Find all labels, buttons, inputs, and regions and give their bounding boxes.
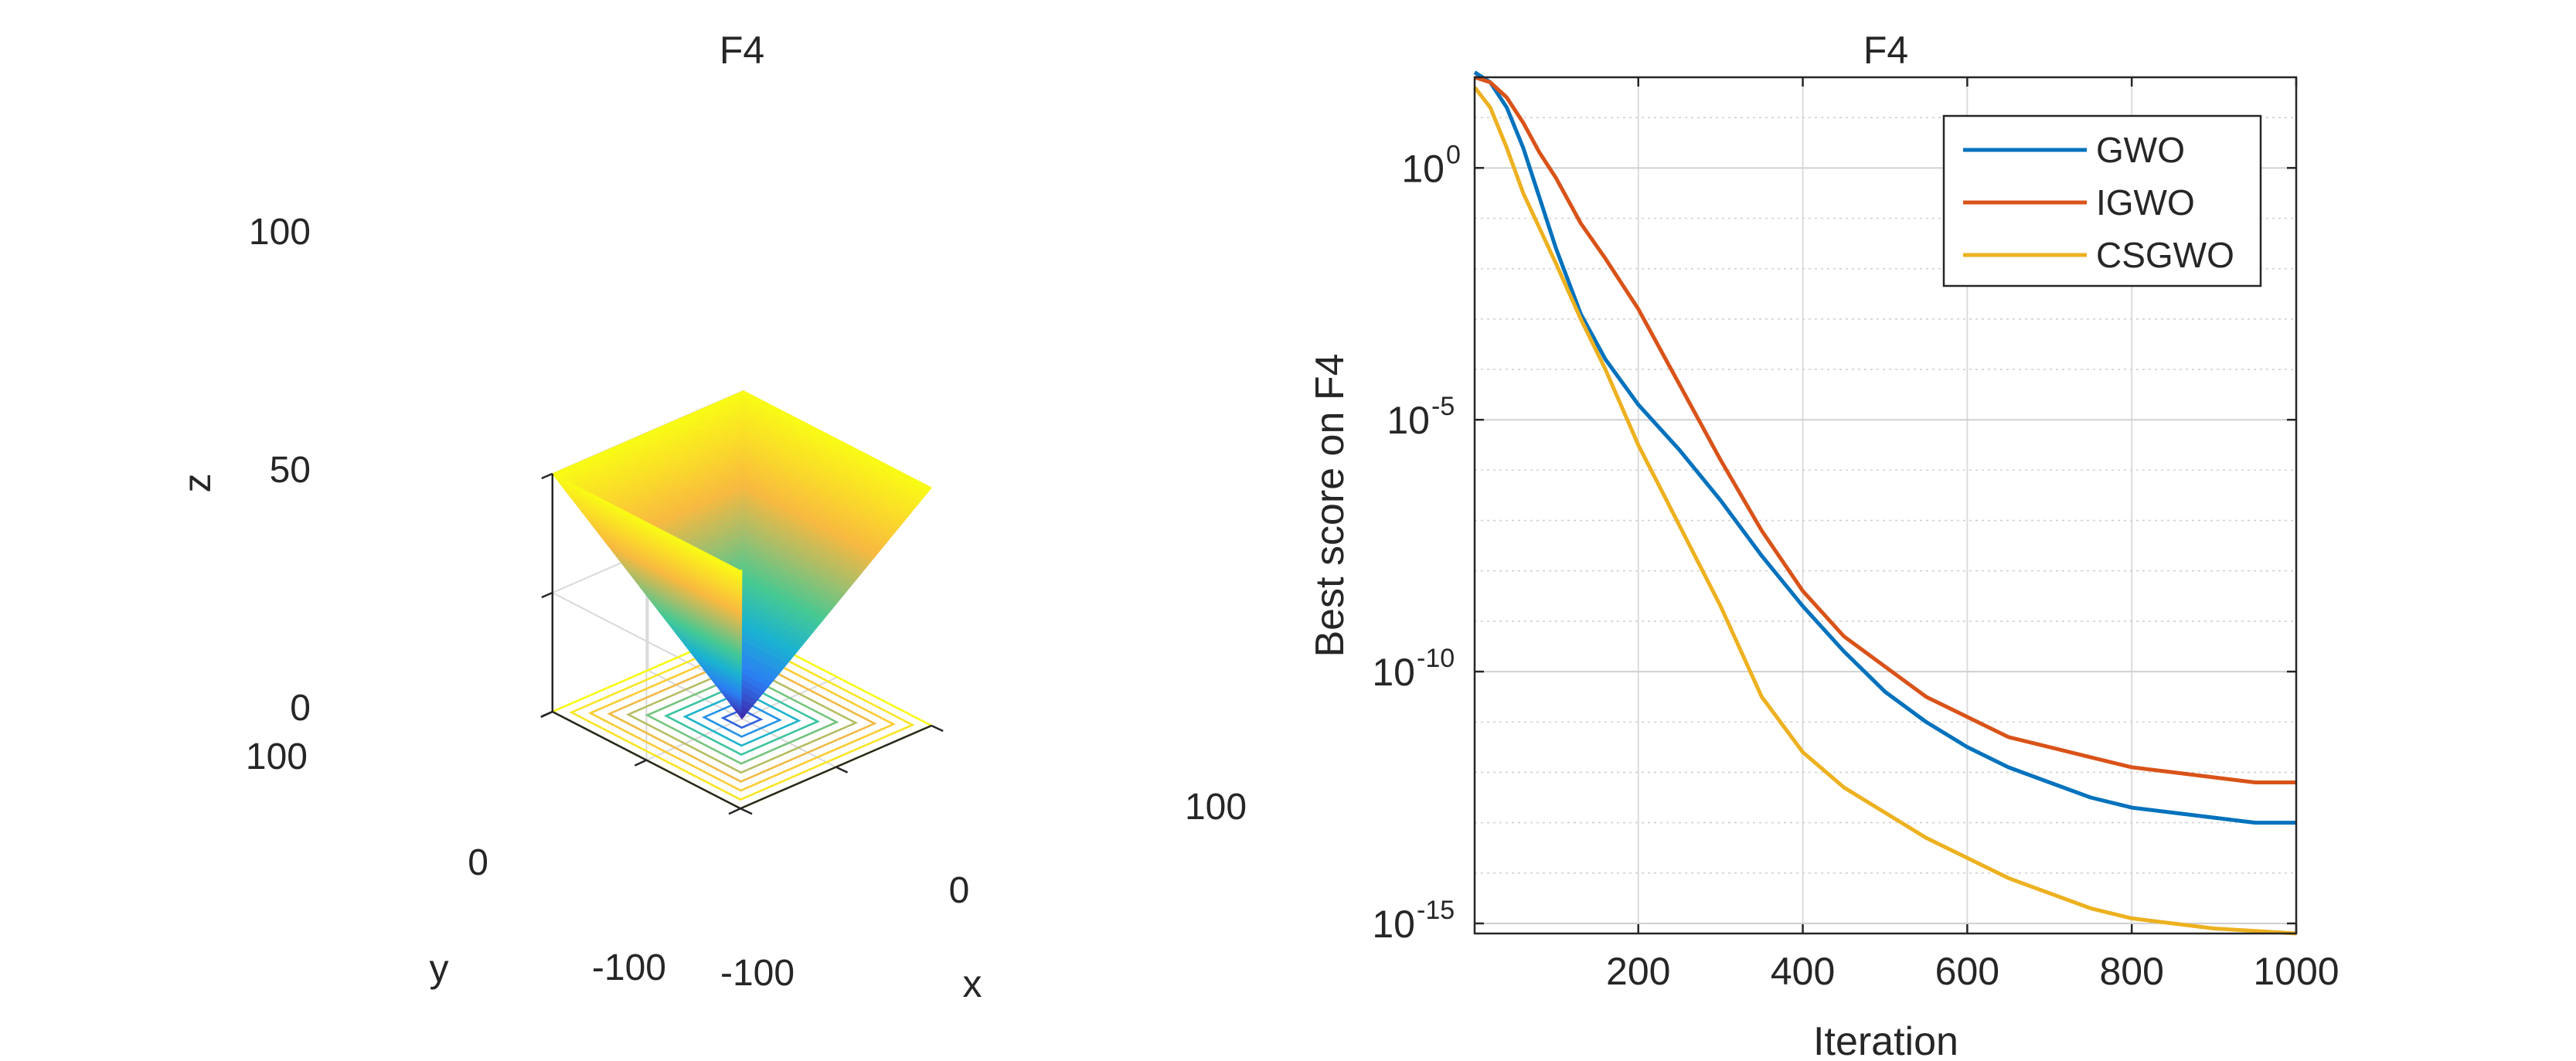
y-tick-neg100: -100: [592, 947, 666, 988]
surface-axes: [540, 472, 944, 815]
z-axis-tick: [541, 591, 553, 599]
x-tick-100: 100: [1185, 787, 1247, 828]
legend: GWO IGWO CSGWO: [1942, 114, 2262, 287]
y-tick-label: 10 -15: [1372, 896, 1455, 946]
surface-ylabel: y: [430, 947, 449, 990]
x-axis-tick: [835, 766, 849, 774]
y-tick-base: 10: [1401, 147, 1445, 190]
contour-line: [587, 645, 897, 792]
y-tick-exponent: -15: [1417, 896, 1455, 925]
x-tick-0: 0: [949, 870, 970, 911]
x-tick-label: 200: [1606, 950, 1670, 993]
z-tick-50: 50: [270, 450, 311, 491]
z-axis-tick: [541, 472, 553, 480]
x-tick-label: 1000: [2253, 950, 2339, 993]
surface-title: F4: [720, 29, 764, 72]
series-line-csgwo: [1473, 86, 2297, 936]
series-line-igwo: [1474, 75, 2296, 784]
y-tick-exponent: 0: [1446, 140, 1461, 169]
line-xlabel: Iteration: [1813, 1019, 1958, 1061]
surface-mesh: [552, 389, 932, 720]
series-line-gwo: [1473, 70, 2296, 825]
y-tick-base: 10: [1387, 399, 1430, 442]
z-tick-100: 100: [249, 212, 311, 253]
x-tick-label: 600: [1935, 950, 1999, 993]
y-tick-exponent: -10: [1417, 644, 1455, 673]
x-tick-neg100: -100: [720, 953, 795, 994]
y-axis-tick: [728, 808, 741, 815]
y-tick-100: 100: [246, 736, 308, 777]
surface-band: [743, 389, 932, 493]
surface-plot-panel: F4 x y z 0 50 100 100 0 -100 -100 0 100: [175, 29, 1247, 1005]
y-tick-label: 10 -5: [1387, 392, 1455, 442]
y-tick-0: 0: [468, 842, 488, 883]
legend-label-gwo: GWO: [2096, 130, 2185, 170]
contour-line: [663, 682, 821, 756]
contour-line: [645, 672, 839, 765]
contour-line: [701, 699, 783, 738]
line-title: F4: [1863, 29, 1908, 72]
y-axis-tick: [634, 759, 647, 767]
contour-line: [682, 690, 801, 747]
y-tick-label: 10 -10: [1372, 644, 1455, 694]
legend-label-csgwo: CSGWO: [2096, 235, 2234, 275]
x-axis-tick: [931, 724, 944, 733]
plot-frame: [1473, 76, 2298, 935]
x-axis-tick: [740, 808, 753, 815]
contour-line: [569, 636, 915, 801]
y-tick-base: 10: [1372, 903, 1415, 946]
contour-line: [625, 663, 859, 774]
x-tick-label: 800: [2099, 950, 2163, 993]
x-tick-label: 400: [1771, 950, 1835, 993]
contour-line: [607, 655, 877, 783]
legend-label-igwo: IGWO: [2096, 182, 2195, 223]
line-series: [1473, 70, 2297, 936]
line-ylabel: Best score on F4: [1308, 353, 1353, 657]
contour-line: [720, 708, 764, 729]
y-tick-base: 10: [1372, 651, 1415, 694]
y-tick-exponent: -5: [1431, 392, 1455, 421]
surface-xlabel: x: [963, 962, 982, 1005]
y-tick-label: 10 0: [1401, 140, 1461, 190]
y-axis-tick: [540, 710, 553, 719]
surface-zlabel: z: [175, 474, 219, 493]
z-tick-0: 0: [290, 688, 311, 729]
